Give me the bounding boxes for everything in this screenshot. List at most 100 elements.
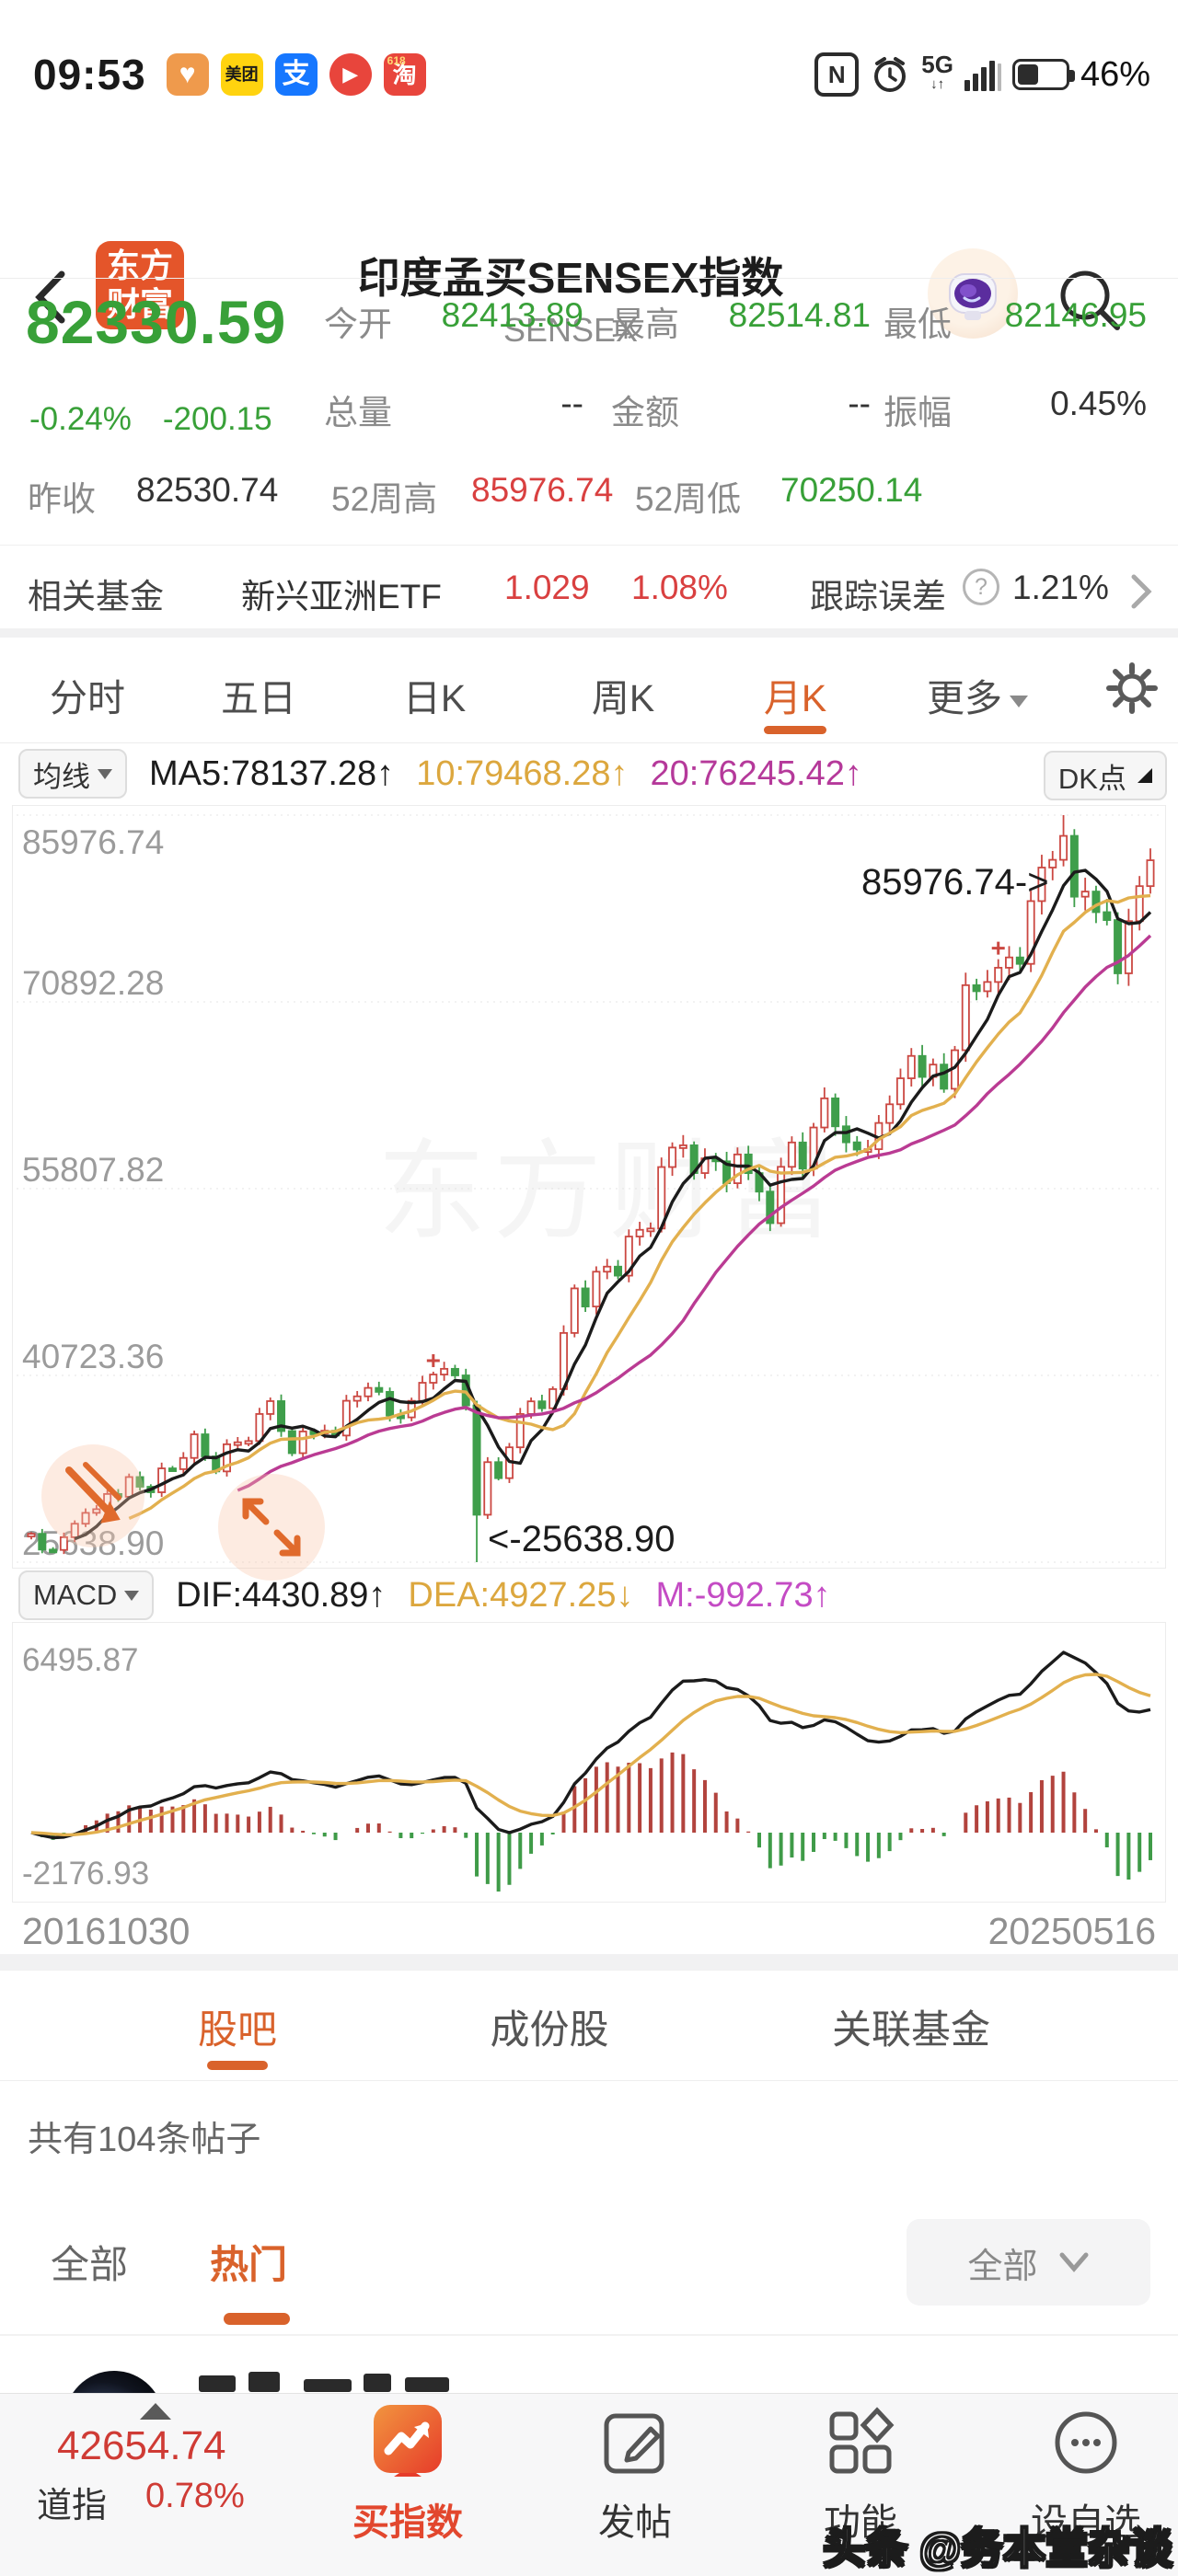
ma10-value: 10:79468.28↑ (416, 753, 629, 793)
quote-field: 最高 82514.81 (611, 296, 871, 343)
alarm-clock-icon (874, 57, 907, 92)
alipay-app-icon: 支 (274, 53, 318, 96)
post-icon (594, 2401, 676, 2489)
52wk-high-value: 85976.74 (471, 471, 614, 509)
back-button[interactable] (31, 269, 68, 326)
nav-label: 买指数 (352, 2502, 463, 2543)
section-band (0, 1954, 1178, 1971)
battery-percent: 46% (1080, 54, 1150, 94)
video-app-icon: ▶ (329, 53, 372, 96)
ma-selector-button[interactable]: 均线 (18, 749, 127, 799)
tab-更多[interactable]: 更多 (927, 667, 1028, 722)
clock-time: 09:53 (33, 51, 146, 98)
community-tab-关联基金[interactable]: 关联基金 (832, 2008, 990, 2053)
page-subtitle: SENSEX (502, 311, 639, 349)
dow-index-row[interactable]: 道指 0.78% (37, 2477, 245, 2527)
change-value: -200.15 (162, 401, 272, 437)
tab-周K[interactable]: 周K (591, 677, 655, 719)
filter-全部[interactable]: 全部 (51, 2243, 129, 2286)
tab-五日[interactable]: 五日 (221, 677, 296, 719)
community-tab-股吧[interactable]: 股吧 (198, 2008, 277, 2053)
divider (0, 2080, 1178, 2081)
fund-nav: 1.029 (504, 569, 590, 606)
current-price: 82330.59 (26, 288, 287, 356)
52wk-high-label: 52周高 (331, 480, 438, 518)
post-count: 共有104条帖子 (28, 2121, 261, 2159)
ai-assistant-icon[interactable] (928, 248, 1018, 339)
photo-watermark: 头条 @务本堂杂谈 (822, 2524, 1173, 2573)
52wk-low-label: 52周低 (635, 480, 742, 518)
divider (0, 742, 1178, 743)
prev-close-label: 昨收 (28, 480, 96, 518)
nav-label: 设自选 (1031, 2502, 1141, 2543)
filter-dropdown[interactable]: 全部 (907, 2219, 1150, 2306)
nav-item-features[interactable]: 功能 (759, 2401, 962, 2546)
post-title-fragment (405, 2377, 449, 2392)
index-expand-triangle[interactable] (140, 2403, 171, 2420)
related-fund-row[interactable]: 相关基金 新兴亚洲ETF 1.029 1.08% 跟踪误差 ? 1.21% (0, 558, 1178, 624)
dow-index-percent: 0.78% (145, 2477, 245, 2515)
macd-indicator-bar: MACD DIF:4430.89↑ DEA:4927.25↓ M:-992.73… (0, 1569, 1178, 1622)
logo-text-2: 财富 (106, 285, 173, 323)
active-filter-underline (224, 2313, 290, 2325)
kline-chart[interactable]: 东方财富 85976.74 70892.28 55807.82 40723.36 2563… (12, 805, 1166, 1569)
filter-热门[interactable]: 热门 (210, 2243, 288, 2286)
quote-field: 金额 -- (611, 385, 871, 431)
meituan-app-icon: 美团 (220, 53, 263, 96)
related-fund-label: 相关基金 (28, 578, 164, 615)
dow-index-value[interactable]: 42654.74 (57, 2423, 226, 2468)
ma5-value: MA5:78137.28↑ (149, 753, 395, 793)
header-divider (0, 278, 1178, 279)
active-tab-underline (764, 726, 826, 734)
notification-app-icons: ♥ 美团支 ▶ 618 淘 (166, 53, 426, 96)
fund-pct: 1.08% (631, 569, 728, 606)
chart-settings-gear-icon[interactable] (1105, 661, 1159, 715)
signal-bars-icon (964, 58, 1001, 91)
dif-value: DIF:4430.89↑ (176, 1575, 387, 1615)
battery-icon (1011, 59, 1075, 90)
prev-close-value: 82530.74 (136, 471, 279, 509)
macd-m-value: M:-992.73↑ (655, 1575, 831, 1615)
nav-item-post[interactable]: 发帖 (534, 2401, 736, 2546)
search-icon[interactable] (1055, 265, 1125, 335)
svg-text:-2176.93: -2176.93 (22, 1856, 149, 1892)
tab-分时[interactable]: 分时 (50, 677, 125, 719)
tab-月K[interactable]: 月K (763, 677, 827, 719)
help-icon[interactable]: ? (963, 569, 999, 605)
svg-text:6495.87: 6495.87 (22, 1642, 139, 1678)
nav-item-add-watchlist[interactable]: 设自选 (985, 2401, 1178, 2546)
taobao-app-icon: 618 淘 (383, 53, 426, 96)
ma20-value: 20:76245.42↑ (650, 753, 862, 793)
ma-indicator-bar: 均线 MA5:78137.28↑ 10:79468.28↑ 20:76245.4… (0, 743, 1178, 804)
dow-index-name: 道指 (37, 2487, 108, 2525)
section-band (0, 628, 1178, 638)
divider (0, 2334, 1178, 2336)
expand-arrows-stamp-icon (218, 1474, 325, 1581)
header: 东方 财富 印度孟买SENSEX指数 SENSEX (0, 103, 1178, 349)
post-title-fragment (248, 2372, 280, 2392)
date-axis: 20161030 20250516 (22, 1910, 1156, 1953)
svg-text:70892.28: 70892.28 (22, 964, 164, 1002)
nav-item-buy-index[interactable]: 买指数 (306, 2401, 509, 2546)
fund-name[interactable]: 新兴亚洲ETF (241, 578, 442, 615)
quote-field: 今开 82413.89 (324, 296, 583, 343)
dropdown-value: 全部 (967, 2247, 1038, 2286)
macd-chart[interactable]: 6495.87 -2176.93 (12, 1622, 1166, 1903)
tab-日K[interactable]: 日K (402, 677, 467, 719)
nav-label: 发帖 (598, 2502, 672, 2543)
svg-text:85976.74: 85976.74 (22, 823, 164, 861)
logo-text-1: 东方 (106, 247, 173, 284)
change-percent: -0.24% (29, 401, 132, 437)
tracking-error-label: 跟踪误差 (810, 578, 946, 615)
end-date: 20250516 (987, 1910, 1156, 1952)
svg-text:55807.82: 55807.82 (22, 1151, 164, 1189)
community-tab-成份股[interactable]: 成份股 (490, 2008, 609, 2053)
dk-point-button[interactable]: DK点 (1043, 751, 1167, 800)
macd-selector-button[interactable]: MACD (18, 1570, 155, 1620)
nav-label: 功能 (824, 2502, 897, 2543)
chevron-right-icon (1131, 574, 1152, 609)
status-bar: 09:53 ♥ 美团支 ▶ 618 淘 N 5G ↓↑ 46% (0, 46, 1178, 103)
quote-field: 振幅 0.45% (884, 385, 1147, 431)
bottom-nav-bar: 42654.74 道指 0.78% 买指数 发帖 功能 设自选 (0, 2393, 1178, 2576)
add-watchlist-icon (1045, 2401, 1127, 2489)
